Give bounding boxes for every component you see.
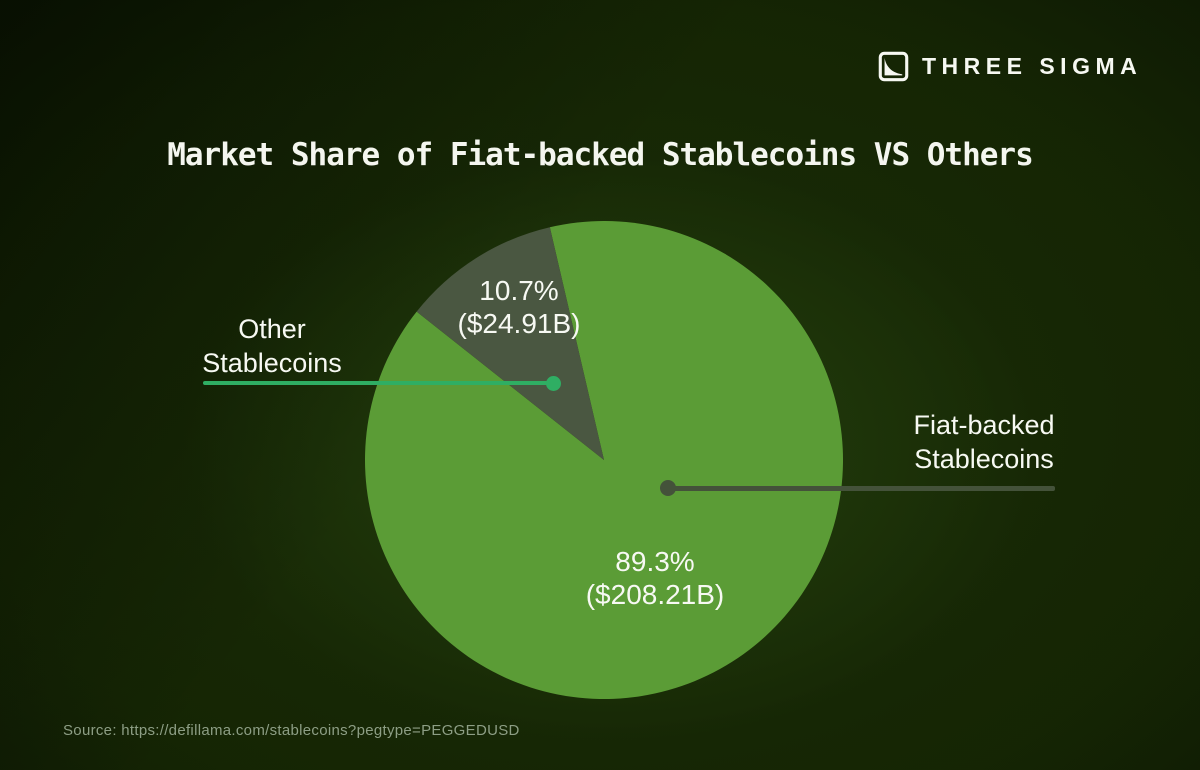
callout-fiat-line1: Fiat-backed: [913, 410, 1055, 440]
pie-slice-other: [416, 227, 604, 460]
callout-other-line2: Stablecoins: [202, 348, 342, 378]
brand-logo: THREE SIGMA: [878, 51, 1142, 82]
pie-slice-fiat-backed: [365, 221, 843, 699]
slice-label-fiat: 89.3% ($208.21B): [525, 545, 785, 611]
fiat-slice-value: ($208.21B): [585, 579, 725, 610]
fiat-slice-percent: 89.3%: [615, 546, 695, 577]
source-text: Source: https://defillama.com/stablecoin…: [63, 722, 520, 739]
slice-label-other: 10.7% ($24.91B): [409, 274, 629, 340]
other-leader-line: [203, 381, 553, 385]
fiat-leader-line: [668, 486, 1055, 491]
other-slice-value: ($24.91B): [457, 308, 581, 339]
three-sigma-icon: [878, 51, 909, 82]
brand-name: THREE SIGMA: [922, 53, 1143, 79]
callout-fiat-line2: Stablecoins: [914, 444, 1054, 474]
callout-label-other: Other Stablecoins: [142, 312, 402, 380]
other-slice-percent: 10.7%: [479, 275, 559, 306]
chart-title: Market Share of Fiat-backed Stablecoins …: [167, 136, 1034, 173]
other-leader-dot: [546, 376, 561, 391]
callout-label-fiat: Fiat-backed Stablecoins: [854, 408, 1114, 476]
pie-chart: [365, 221, 843, 699]
callout-other-line1: Other: [238, 314, 306, 344]
fiat-leader-dot: [660, 480, 676, 496]
